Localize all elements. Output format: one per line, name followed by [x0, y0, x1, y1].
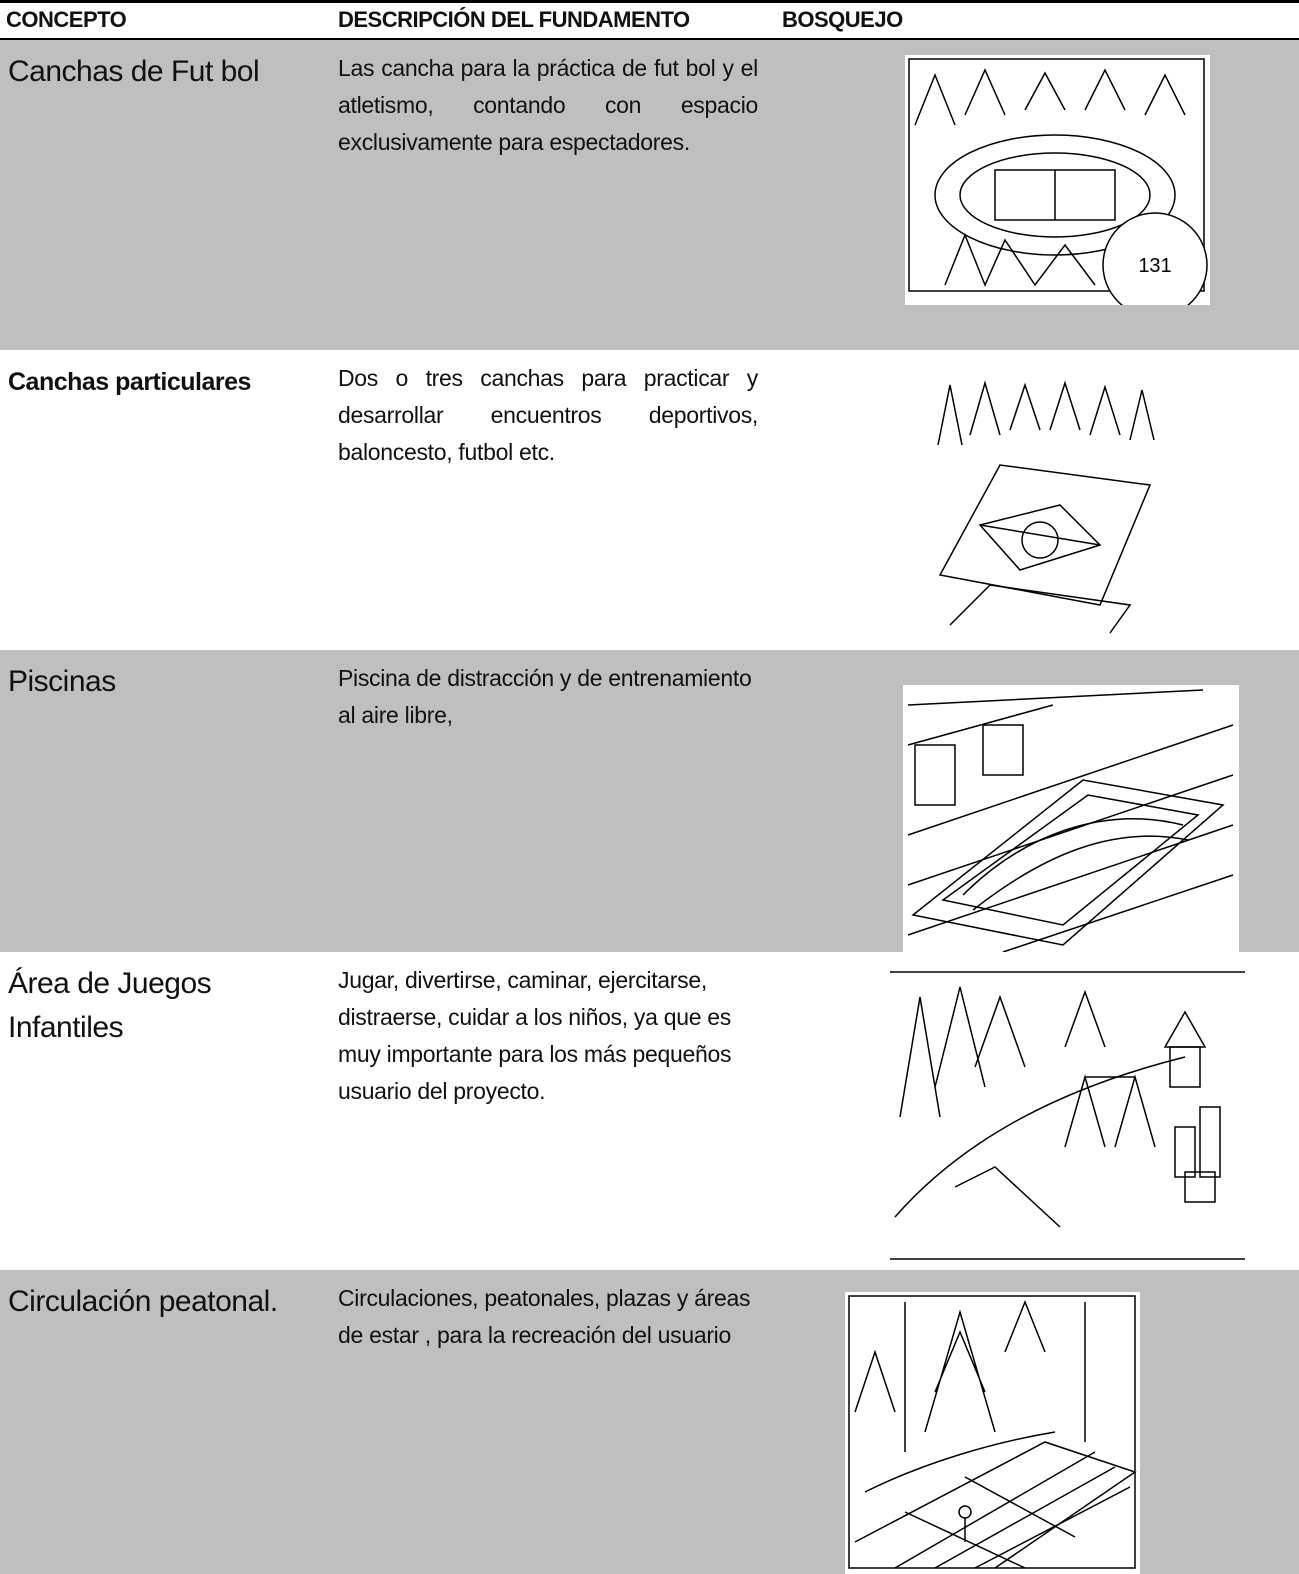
- sketch-label: 131: [1138, 255, 1171, 277]
- table-row: Piscinas Piscina de distracción y de ent…: [0, 650, 1299, 952]
- concept: Piscinas: [8, 665, 116, 698]
- sketch: [903, 685, 1239, 952]
- sketch: [930, 375, 1158, 637]
- sketch: 131: [905, 55, 1210, 305]
- description: Las cancha para la práctica de fut bol y…: [338, 55, 758, 155]
- header-cell: DESCRIPCIÓN DEL FUNDAMENTO: [338, 7, 690, 32]
- table-row: Canchas de Fut bol Las cancha para la pr…: [0, 40, 1299, 350]
- header-cell: CONCEPTO: [6, 7, 127, 32]
- description: Piscina de distracción y de entrenamient…: [338, 665, 752, 728]
- concept: Área de Juegos Infantiles: [8, 967, 212, 1044]
- concept: Canchas de Fut bol: [8, 55, 260, 88]
- table-row: Canchas particulares Dos o tres canchas …: [0, 350, 1299, 650]
- concept: Canchas particulares: [8, 368, 251, 396]
- header-cell: BOSQUEJO: [782, 7, 903, 32]
- description: Circulaciones, peatonales, plazas y área…: [338, 1285, 751, 1348]
- table-header: CONCEPTO DESCRIPCIÓN DEL FUNDAMENTO BOSQ…: [0, 0, 1299, 40]
- description: Dos o tres canchas para practicar y desa…: [338, 365, 758, 465]
- concept: Circulación peatonal.: [8, 1285, 278, 1318]
- description: Jugar, divertirse, caminar, ejercitarse,…: [338, 967, 732, 1104]
- table-row: Área de Juegos Infantiles Jugar, diverti…: [0, 952, 1299, 1270]
- sketch: [885, 967, 1250, 1262]
- table-row: Circulación peatonal. Circulaciones, pea…: [0, 1270, 1299, 1574]
- sketch: [845, 1292, 1140, 1574]
